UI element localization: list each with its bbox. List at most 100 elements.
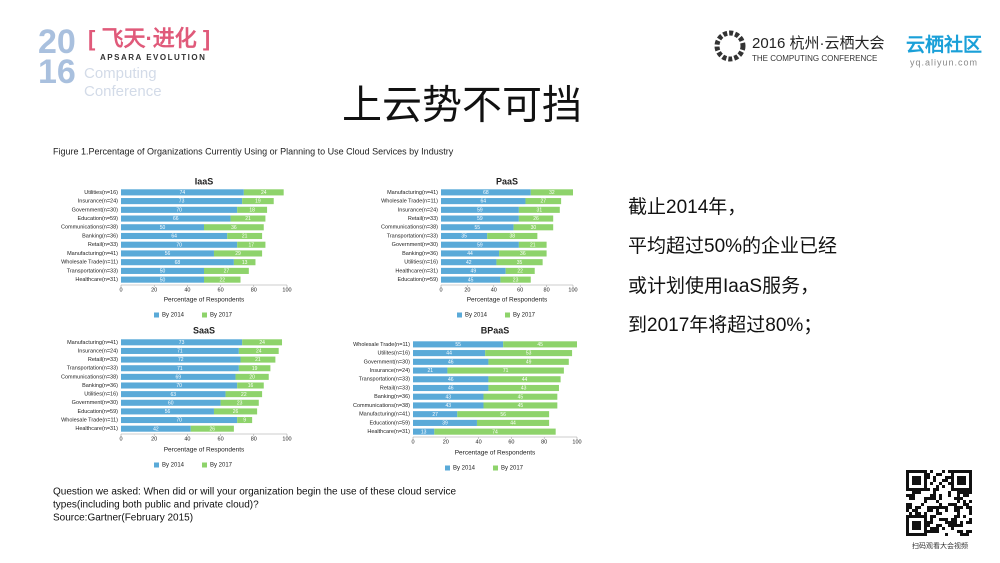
bar-segment [204, 276, 241, 283]
category-label: Communications(n=38) [61, 225, 118, 231]
value-label: 71 [177, 349, 183, 355]
qr-cell [960, 506, 963, 509]
qr-cell [969, 485, 972, 488]
category-label: Insurance(n=24) [78, 348, 118, 354]
conference-logo [714, 30, 746, 62]
bar-segment [447, 367, 564, 374]
bar-segment [503, 341, 577, 348]
qr-cell [924, 530, 927, 533]
qr-cell [957, 491, 960, 494]
legend-label: By 2014 [162, 313, 185, 319]
value-label: 45 [537, 342, 543, 348]
value-label: 36 [231, 225, 237, 231]
value-label: 49 [526, 359, 532, 365]
legend-label: By 2014 [465, 313, 488, 319]
legend-label: By 2017 [501, 466, 524, 472]
qr-cell [951, 473, 954, 476]
qr-cell [960, 488, 963, 491]
qr-cell [912, 476, 915, 479]
qr-cell [909, 497, 912, 500]
value-label: 13 [242, 260, 248, 266]
qr-cell [948, 470, 951, 473]
qr-cell [906, 485, 909, 488]
qr-cell [918, 521, 921, 524]
qr-cell [969, 473, 972, 476]
x-tick-label: 40 [184, 436, 190, 442]
bar-segment [121, 215, 231, 222]
qr-cell [936, 509, 939, 512]
qr-cell [909, 488, 912, 491]
bar-segment [190, 425, 234, 432]
category-label: Wholesale Trade(n=11) [381, 199, 438, 205]
qr-cell [963, 476, 966, 479]
qr-cell [963, 503, 966, 506]
qr-cell [921, 515, 924, 518]
value-label: 22 [219, 277, 225, 283]
qr-cell [906, 506, 909, 509]
value-label: 46 [448, 377, 454, 383]
bar-segment [121, 267, 204, 274]
category-label: Healthcare(n=31) [395, 268, 438, 274]
qr-cell [942, 479, 945, 482]
logo-year: 20 [38, 23, 76, 61]
bar-segment [121, 232, 228, 240]
value-label: 53 [526, 351, 532, 357]
bar-segment [121, 425, 191, 432]
value-label: 22 [241, 392, 247, 398]
logo-faded: Computing [84, 65, 157, 82]
qr-cell [915, 470, 918, 473]
qr-cell [939, 497, 942, 500]
value-label: 38 [509, 234, 515, 240]
value-label: 44 [467, 251, 473, 257]
category-label: Utilities(n=16) [84, 392, 118, 398]
value-label: 59 [477, 207, 483, 213]
bar-segment [121, 382, 238, 389]
value-label: 24 [256, 349, 262, 355]
qr-cell [912, 497, 915, 500]
qr-cell [924, 524, 927, 527]
bar-segment [227, 232, 263, 240]
bar-segment [441, 259, 497, 266]
category-label: Retail(n=33) [408, 216, 438, 222]
qr-cell [930, 494, 933, 497]
qr-cell [927, 524, 930, 527]
x-tick-label: 100 [572, 439, 581, 445]
qr-cell [963, 500, 966, 503]
qr-cell [918, 512, 921, 515]
question: Question we asked: When did or will your… [53, 487, 456, 498]
qr-cell [924, 515, 927, 518]
value-label: 74 [180, 190, 186, 196]
value-label: 35 [461, 234, 467, 240]
legend-swatch [154, 462, 159, 468]
value-label: 24 [261, 190, 267, 196]
qr-cell [957, 506, 960, 509]
bar-segment [121, 408, 214, 415]
qr-cell [960, 533, 963, 536]
legend-swatch [202, 312, 207, 318]
bar-segment [441, 241, 519, 248]
qr-cell [960, 497, 963, 500]
qr-cell [957, 509, 960, 512]
category-label: Retail(n=33) [380, 385, 410, 391]
category-label: Communications(n=38) [61, 374, 118, 380]
bar-segment [441, 276, 501, 283]
qr-cell [915, 521, 918, 524]
qr-cell [936, 500, 939, 503]
logo-title: [ 飞天·进化 ] [88, 26, 210, 51]
legend-label: By 2017 [210, 313, 233, 319]
qr-cell [915, 476, 918, 479]
value-label: 70 [176, 418, 182, 424]
value-label: 74 [492, 429, 498, 435]
qr-cell [924, 497, 927, 500]
qr-cell [951, 482, 954, 485]
x-tick-label: 40 [184, 287, 190, 293]
category-label: Transportation(n=33) [359, 377, 410, 383]
qr-cell [909, 494, 912, 497]
qr-cell [966, 491, 969, 494]
qr-cell [954, 488, 957, 491]
bar-segment [121, 399, 221, 406]
qr-cell [966, 506, 969, 509]
qr-cell [963, 488, 966, 491]
qr-cell [936, 506, 939, 509]
